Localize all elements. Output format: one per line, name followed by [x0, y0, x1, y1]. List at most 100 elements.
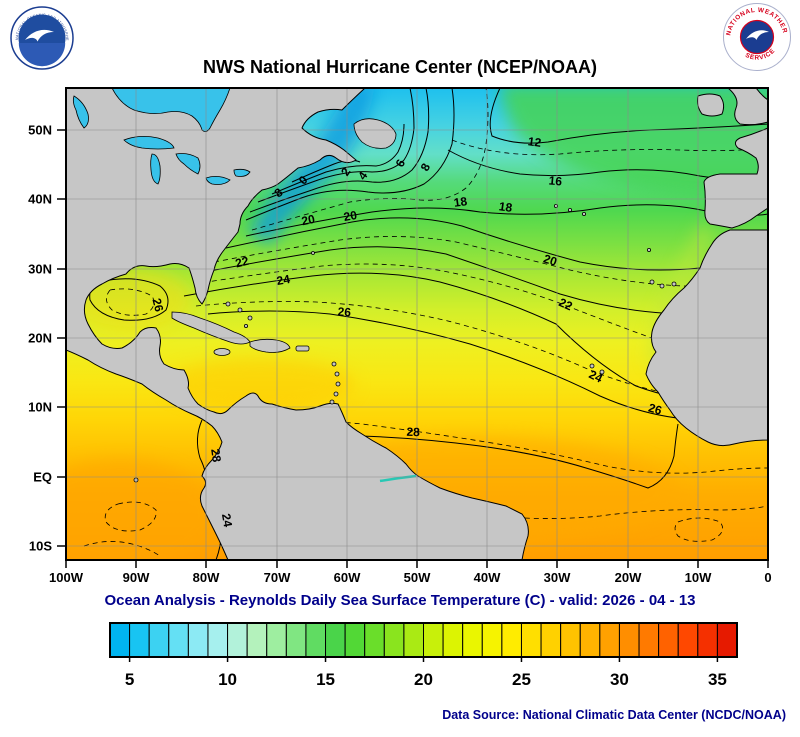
northeast-drift-water — [500, 88, 768, 198]
pacific-warm — [66, 459, 215, 560]
colorbar-tick-label: 5 — [125, 670, 134, 689]
lon-label: 0 — [764, 570, 771, 585]
lon-label: 80W — [193, 570, 220, 585]
lake-winnipeg — [72, 95, 89, 129]
colorbar-segment — [677, 622, 699, 658]
contour-label: 12 — [527, 134, 542, 150]
colorbar-segment — [109, 622, 131, 658]
colorbar-segment — [560, 622, 581, 658]
contour-label: 20 — [542, 251, 559, 269]
colorbar-segment — [383, 622, 405, 658]
colorbar-segment — [344, 622, 366, 658]
sst-map: 50N 40N 30N 20N 10N EQ 10S 100W 90W 80W 70W 60W 50W 4… — [28, 87, 772, 586]
contour-label: 26 — [337, 305, 352, 320]
contour-label: 18 — [453, 194, 468, 210]
axis-layer: 50N 40N 30N 20N 10N EQ 10S 100W 90W 80W 70W 60W 50W 4… — [28, 123, 771, 586]
lat-label: 50N — [28, 123, 52, 138]
contour-26c-gulf-dashed — [106, 288, 155, 316]
lon-label: 20W — [615, 570, 642, 585]
noaa-emblem-ocean — [18, 43, 66, 67]
lat-label: EQ — [33, 470, 52, 485]
colorbar-segment — [129, 622, 150, 658]
bahamas-islet — [225, 301, 231, 307]
lon-label: 30W — [544, 570, 571, 585]
contour-14c-dashed — [451, 139, 768, 156]
colorbar-segment — [305, 622, 327, 658]
colorbar-tick-label: 30 — [610, 670, 629, 689]
colorbar-segment — [168, 622, 189, 658]
contour-label: 20 — [300, 212, 316, 229]
colorbar-tick-label: 20 — [414, 670, 433, 689]
colorbar-segment — [207, 622, 229, 658]
azores-islet — [582, 211, 587, 216]
lake-erie — [205, 176, 231, 185]
contour-25c-dashed — [195, 301, 768, 399]
noaa-logo: NATIONAL OCEANIC AND ATMOSPHERIC ADMINIS… — [10, 6, 74, 70]
newfoundland — [353, 118, 397, 149]
colorbar-segment — [325, 622, 346, 658]
contour-pacific-loop2 — [83, 541, 161, 557]
colorbar-segment — [540, 622, 562, 658]
colorbar-segment — [716, 622, 738, 658]
contour-label: 18 — [498, 199, 513, 215]
lake-superior — [123, 136, 175, 150]
colorbar-segment — [501, 622, 522, 658]
contour-label: 24 — [219, 513, 235, 529]
contour-label: 28 — [406, 425, 420, 439]
temperature-colorbar: 5 10 15 20 25 30 35 — [109, 622, 738, 689]
cold-shelf-water — [248, 88, 376, 244]
contour-loop-southeast — [674, 517, 724, 542]
colorbar-segment — [246, 622, 268, 658]
canary-islet — [671, 281, 677, 287]
lat-label: 10N — [28, 400, 52, 415]
colorbar-segment — [442, 622, 464, 658]
contour-label: 26 — [149, 297, 166, 314]
lon-label: 50W — [404, 570, 431, 585]
noaa-gull-icon — [25, 29, 54, 42]
page-title: NWS National Hurricane Center (NCEP/NOAA… — [202, 57, 598, 77]
colorbar-tick-label: 10 — [218, 670, 237, 689]
colorbar-tick-label: 15 — [316, 670, 335, 689]
nws-gull-icon — [746, 30, 769, 40]
lat-label: 40N — [28, 192, 52, 207]
map-drawing — [66, 88, 768, 560]
colorbar-segment — [481, 622, 503, 658]
jamaica — [213, 348, 231, 356]
lon-label: 10W — [685, 570, 712, 585]
colorbar-segment — [462, 622, 483, 658]
colorbar-segment — [638, 622, 660, 658]
antilles-islet — [335, 381, 341, 387]
lon-label: 100W — [49, 570, 84, 585]
hudson-bay — [111, 88, 231, 132]
lon-label: 70W — [264, 570, 291, 585]
colorbar-segment — [148, 622, 170, 658]
contour-12c — [489, 88, 768, 144]
colorbar-segment — [579, 622, 601, 658]
colorbar-segment — [266, 622, 287, 658]
colorbar-segment — [403, 622, 424, 658]
colorbar-segment — [364, 622, 385, 658]
colorbar-segment — [187, 622, 209, 658]
nws-logo: NATIONAL WEATHER SERVICE — [723, 3, 791, 71]
colorbar-tick-label: 25 — [512, 670, 531, 689]
contour-26c-gulf-loop — [89, 278, 169, 321]
lon-label: 40W — [474, 570, 501, 585]
colorbar-segment — [520, 622, 542, 658]
cape-verde-islet — [599, 369, 605, 375]
land-ireland — [697, 93, 725, 117]
lat-label: 20N — [28, 331, 52, 346]
contour-label: 26 — [647, 401, 664, 418]
amazon-river — [379, 474, 417, 483]
colorbar-segment — [423, 622, 444, 658]
lat-label: 30N — [28, 262, 52, 277]
map-frame — [65, 87, 769, 561]
canary-islet — [659, 283, 665, 289]
colorbar-segment — [697, 622, 718, 658]
map-caption: Ocean Analysis - Reynolds Daily Sea Surf… — [104, 592, 696, 609]
bermuda — [311, 251, 315, 255]
lon-label: 60W — [334, 570, 361, 585]
madeira — [647, 247, 652, 252]
contour-6c — [249, 88, 430, 213]
bahamas-islet — [237, 307, 243, 313]
